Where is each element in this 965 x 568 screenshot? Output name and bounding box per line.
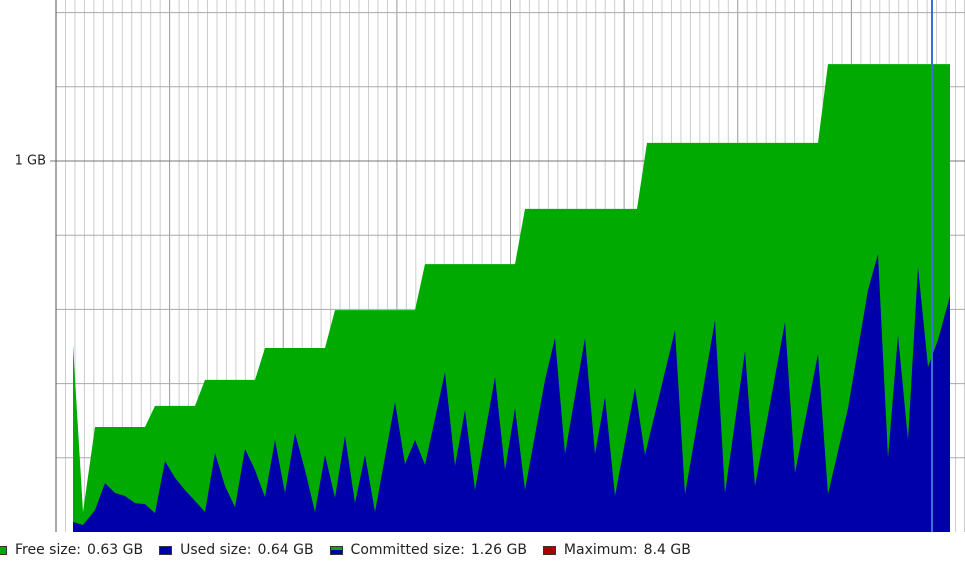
area-committed <box>73 64 950 533</box>
legend-icon <box>159 545 173 555</box>
legend: Free size: 0.63 GB Used size: 0.64 GB Commit… <box>0 540 707 560</box>
legend-label: Committed size: <box>350 542 465 558</box>
legend-value: 1.26 GB <box>470 542 527 558</box>
legend-item: Used size: 0.64 GB <box>159 542 314 558</box>
legend-label: Maximum: <box>563 542 638 558</box>
legend-icon <box>329 545 343 555</box>
legend-label: Used size: <box>180 542 252 558</box>
legend-item: Committed size: 1.26 GB <box>329 542 527 558</box>
legend-item: Maximum: 8.4 GB <box>542 542 691 558</box>
legend-icon <box>0 545 7 555</box>
legend-icon <box>542 545 556 555</box>
legend-value: 8.4 GB <box>643 542 691 558</box>
legend-item: Free size: 0.63 GB <box>0 542 143 558</box>
legend-value: 0.64 GB <box>257 542 314 558</box>
area-used <box>73 254 950 533</box>
chart: 1 GB <box>15 0 965 533</box>
y-tick-label: 1 GB <box>15 154 46 169</box>
legend-value: 0.63 GB <box>87 542 144 558</box>
legend-label: Free size: <box>15 542 82 558</box>
